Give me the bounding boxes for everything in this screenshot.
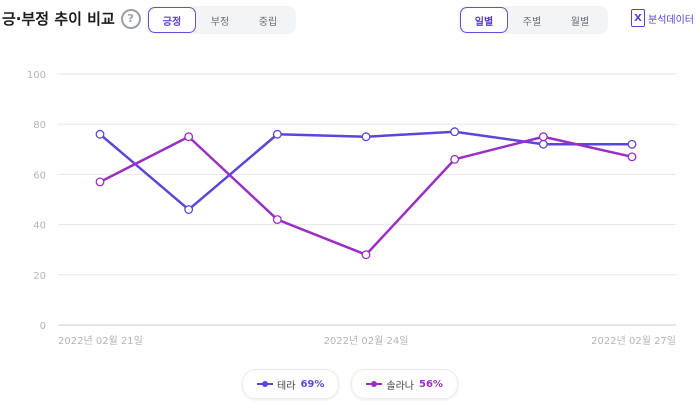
series-line-1 (99, 130, 632, 211)
tab-negative[interactable]: 부정 (210, 16, 230, 28)
data-point-series2[interactable] (450, 154, 460, 164)
x-tick-label: 2022년 02월 24일 (324, 335, 409, 347)
legend-label-series2: 솔라나 (386, 380, 414, 392)
tab-daily[interactable]: 일별 (460, 7, 508, 33)
legend-item-series1[interactable]: 테라 69% (242, 369, 340, 399)
legend-item-series2[interactable]: 솔라나 56% (351, 369, 458, 399)
y-tick-label: 60 (33, 170, 46, 181)
data-point-series2[interactable] (627, 152, 637, 162)
data-point-series1[interactable] (95, 129, 105, 139)
data-point-series2[interactable] (538, 132, 548, 142)
chart-legend: 테라 69% 솔라나 56% (0, 369, 700, 399)
tab-monthly[interactable]: 월별 (570, 16, 590, 28)
series-line-2 (99, 135, 633, 256)
data-point-series2[interactable] (272, 215, 282, 225)
data-point-series2[interactable] (184, 132, 194, 142)
y-tick-label: 0 (40, 321, 46, 332)
data-point-series1[interactable] (538, 139, 548, 149)
data-point-series1[interactable] (627, 139, 637, 149)
legend-label-series1: 테라 (277, 380, 296, 392)
excel-download-button[interactable]: X 분석데이터 (631, 9, 694, 27)
x-tick-label: 2022년 02월 27일 (591, 335, 676, 347)
excel-icon: X (631, 9, 645, 27)
y-tick-label: 80 (33, 120, 46, 131)
line-chart: 0 20 40 60 80 100 2022년 02월 21일 2022년 02월 24일 2… (27, 70, 676, 347)
legend-share-series1: 69% (300, 378, 325, 390)
excel-download-label: 분석데이터 (648, 14, 694, 26)
legend-share-series2: 56% (419, 378, 443, 390)
period-tabs: 일별 주별 월별 (458, 6, 608, 34)
chart-title-text: 긍·부정 추이 비교 (2, 10, 115, 28)
y-tick-label: 100 (27, 70, 46, 81)
legend-marker-series1 (257, 381, 274, 387)
y-tick-label: 40 (33, 221, 46, 232)
chart-title: 긍·부정 추이 비교 ? (2, 8, 141, 29)
tab-neutral[interactable]: 중립 (258, 16, 278, 28)
data-point-series2[interactable] (95, 177, 105, 187)
x-tick-label: 2022년 02월 21일 (58, 335, 143, 347)
tab-positive[interactable]: 긍정 (148, 7, 196, 33)
sentiment-tabs: 긍정 부정 중립 (146, 6, 296, 34)
data-point-series2[interactable] (361, 250, 371, 260)
data-point-series1[interactable] (450, 127, 460, 137)
tab-weekly[interactable]: 주별 (522, 16, 542, 28)
help-icon[interactable]: ? (120, 8, 141, 29)
data-point-series1[interactable] (272, 129, 282, 139)
y-tick-label: 20 (33, 271, 46, 282)
data-point-series1[interactable] (184, 205, 194, 214)
legend-marker-series2 (366, 381, 383, 387)
data-point-series1[interactable] (361, 132, 371, 142)
